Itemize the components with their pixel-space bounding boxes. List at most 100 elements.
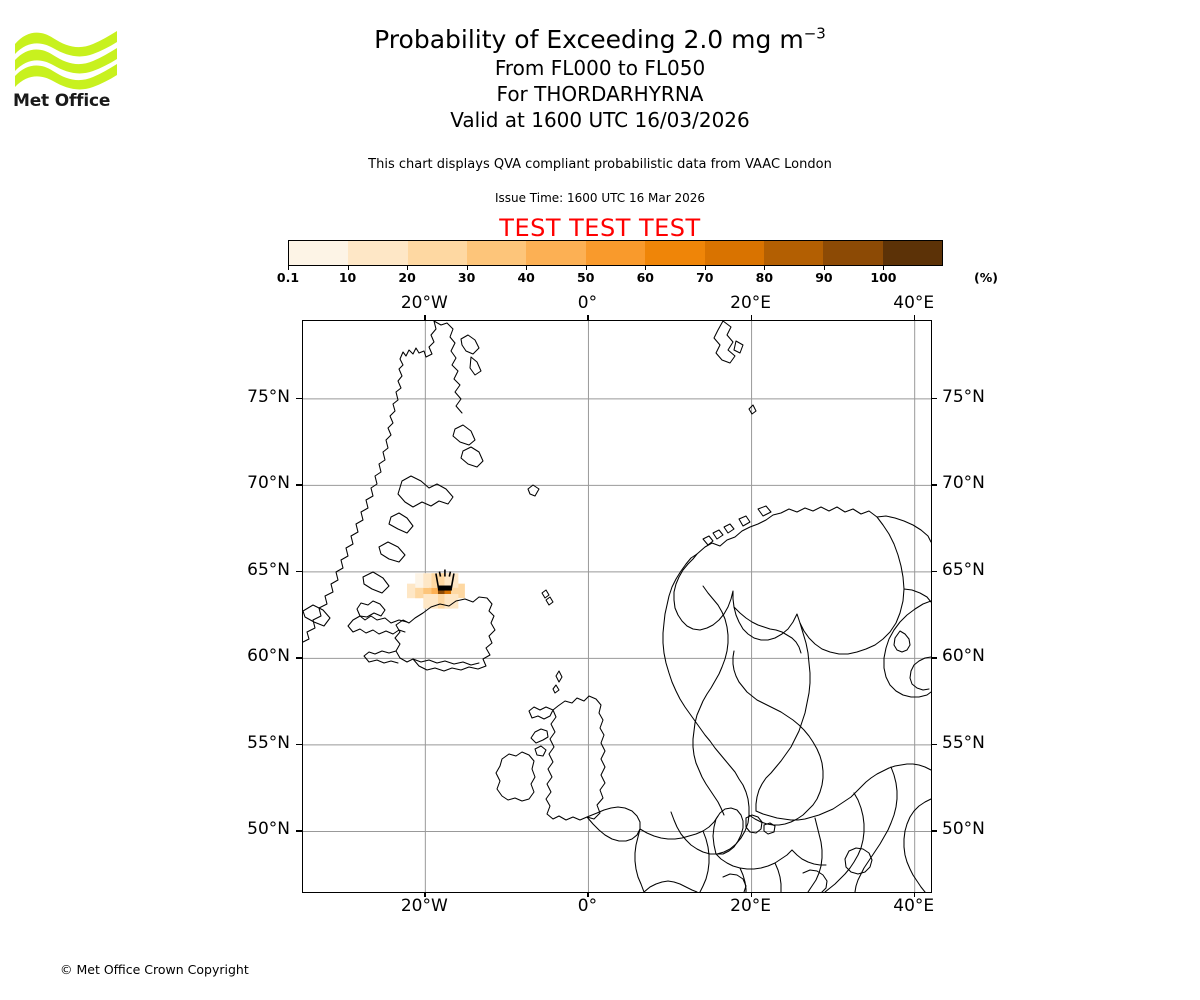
greenland-coast bbox=[303, 321, 437, 643]
lat-label-left-70: 70°N bbox=[247, 473, 290, 494]
lat-label-left-55: 55°N bbox=[247, 732, 290, 753]
map-plot-area[interactable] bbox=[302, 320, 932, 893]
colorbar-tick-label-90: 90 bbox=[815, 270, 833, 285]
colorbar-tick-20 bbox=[407, 266, 409, 270]
lat-tick-left-75 bbox=[296, 397, 302, 400]
greenland-island-d bbox=[460, 446, 484, 468]
lofoten-a bbox=[702, 535, 714, 546]
lon-label-top-0: 0° bbox=[577, 293, 598, 313]
title-volcano: For THORDARHYRNA bbox=[496, 82, 704, 106]
lat-label-left-75: 75°N bbox=[247, 386, 290, 407]
iceland-south-coast bbox=[412, 658, 480, 666]
title-valid-time: Valid at 1600 UTC 16/03/2026 bbox=[450, 108, 750, 132]
lon-tick-top-0 bbox=[587, 315, 589, 320]
scandinavia-landmass bbox=[673, 506, 905, 655]
bornholm-area bbox=[763, 822, 776, 835]
lon-tick-bottom--20 bbox=[424, 892, 426, 897]
greenland-island-e bbox=[397, 475, 454, 508]
colorbar-tick-label-0.1: 0.1 bbox=[276, 270, 300, 285]
greenland-island-b bbox=[469, 356, 482, 376]
plume-cell-15 bbox=[444, 594, 459, 609]
colorbar-band-4 bbox=[526, 241, 586, 265]
colorbar-band-8 bbox=[763, 241, 824, 265]
russia-coast-a bbox=[903, 588, 931, 603]
lat-tick-left-55 bbox=[296, 743, 302, 746]
russia-east-border bbox=[903, 798, 931, 892]
colorbar-tick-30 bbox=[466, 266, 468, 270]
title-flight-levels: From FL000 to FL050 bbox=[494, 56, 706, 80]
colorbar-tick-label-80: 80 bbox=[755, 270, 774, 285]
qva-blurb: This chart displays QVA compliant probab… bbox=[368, 157, 832, 172]
orkney bbox=[552, 684, 560, 694]
title-exponent: −3 bbox=[803, 24, 826, 43]
lat-tick-left-60 bbox=[296, 657, 302, 659]
lon-label-top-20: 20°E bbox=[730, 293, 771, 313]
colorbar-band-0 bbox=[289, 241, 349, 265]
lon-label-bottom-20: 20°E bbox=[730, 896, 771, 916]
poland-north bbox=[791, 849, 827, 866]
colorbar-tick-label-50: 50 bbox=[577, 270, 595, 285]
white-sea bbox=[883, 600, 931, 698]
lat-tick-right-60 bbox=[931, 657, 937, 659]
copyright-notice: © Met Office Crown Copyright bbox=[60, 962, 249, 977]
colorbar-band-3 bbox=[467, 241, 527, 265]
colorbar-band-5 bbox=[585, 241, 646, 265]
baltic-state-border-b bbox=[824, 792, 865, 892]
white-sea-bay bbox=[909, 656, 931, 691]
sweden-south-coast bbox=[732, 650, 824, 826]
lat-tick-right-70 bbox=[931, 484, 937, 486]
colorbar-tick-90 bbox=[823, 266, 825, 270]
lat-label-left-65: 65°N bbox=[247, 559, 290, 580]
svalbard bbox=[713, 321, 736, 364]
lat-tick-left-65 bbox=[296, 570, 302, 573]
lat-label-left-60: 60°N bbox=[247, 646, 290, 667]
baltic-south-coast bbox=[755, 763, 931, 821]
lon-label-bottom--20: 20°W bbox=[400, 896, 448, 916]
page-title: Probability of Exceeding 2.0 mg m−3 bbox=[0, 24, 1200, 55]
volcano-marker-icon bbox=[435, 569, 455, 591]
lofoten-b bbox=[712, 529, 724, 540]
lon-label-bottom-40: 40°E bbox=[893, 896, 935, 916]
jan-mayen bbox=[527, 484, 540, 497]
great-britain bbox=[545, 695, 606, 821]
lon-label-top--20: 20°W bbox=[400, 293, 448, 313]
title-main-text: Probability of Exceeding 2.0 mg m bbox=[374, 25, 804, 54]
map-canvas bbox=[303, 321, 931, 892]
colorbar-tick-label-20: 20 bbox=[398, 270, 416, 285]
colorbar-band-7 bbox=[704, 241, 764, 265]
colorbar-tick-0.1 bbox=[288, 266, 289, 270]
lat-label-left-50: 50°N bbox=[247, 819, 290, 840]
colorbar-tick-40 bbox=[526, 266, 528, 270]
finland-north-border bbox=[733, 606, 802, 654]
lon-tick-bottom-40 bbox=[913, 892, 916, 897]
sweden-norway-border bbox=[692, 585, 729, 816]
faroe-islands-b bbox=[545, 596, 554, 606]
lofoten-c bbox=[723, 523, 735, 534]
lat-tick-right-65 bbox=[931, 570, 937, 573]
lat-tick-left-70 bbox=[296, 484, 302, 486]
colorbar-unit-label: (%) bbox=[974, 270, 998, 285]
iceland-westfjords bbox=[347, 615, 408, 635]
lon-tick-bottom-20 bbox=[750, 892, 752, 897]
finnmark-islands bbox=[757, 505, 772, 517]
lon-tick-top-20 bbox=[750, 315, 752, 320]
france-west-coast bbox=[634, 828, 645, 892]
colorbar-tick-label-100: 100 bbox=[870, 270, 897, 285]
channel-coast bbox=[639, 815, 719, 840]
central-europe-border bbox=[722, 873, 747, 892]
logo-text: Met Office bbox=[13, 91, 111, 111]
kola-north-coast bbox=[876, 515, 931, 543]
lat-label-right-70: 70°N bbox=[942, 473, 985, 494]
colorbar-tick-label-40: 40 bbox=[517, 270, 535, 285]
greenland-inland bbox=[433, 321, 463, 414]
lon-tick-bottom-0 bbox=[587, 892, 589, 897]
scotland-west-isles bbox=[530, 728, 549, 744]
norway-west-coast bbox=[662, 553, 750, 855]
greenland-island-c bbox=[452, 424, 476, 446]
eastern-europe-lake bbox=[844, 847, 873, 875]
colorbar-band-2 bbox=[407, 241, 468, 265]
germany-border-a bbox=[739, 867, 747, 892]
isle-of-man-area bbox=[534, 745, 547, 757]
colorbar-ticks: 0.1 10 20 30 40 50 60 70 80 90 100 bbox=[277, 266, 943, 286]
alps-region bbox=[643, 880, 698, 892]
